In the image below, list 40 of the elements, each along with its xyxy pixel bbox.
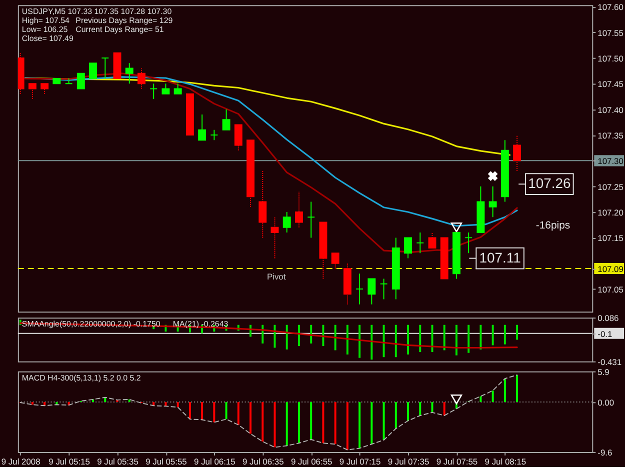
y-tick-label: 107.09 bbox=[598, 264, 624, 274]
x-tick-label: 9 Jul 06:55 bbox=[290, 456, 333, 466]
annotation: Low= 106.25 bbox=[22, 24, 68, 34]
y-tick-label: 107.30 bbox=[598, 156, 624, 166]
y-tick-label: -0.1 bbox=[598, 328, 612, 339]
y-tick-label: 5.9 bbox=[598, 366, 610, 377]
x-tick-label: 9 Jul 05:55 bbox=[146, 456, 188, 466]
y-tick-label: -9.6 bbox=[598, 447, 612, 458]
annotation: Previous Days Range= 129 bbox=[76, 16, 174, 26]
x-tick-label: 9 Jul 06:35 bbox=[242, 456, 284, 466]
y-tick-label: 107.55 bbox=[598, 28, 624, 38]
y-tick-label: 107.40 bbox=[598, 104, 624, 115]
x-tick-label: 9 Jul 05:15 bbox=[48, 456, 90, 466]
annotation: 107.26 bbox=[528, 175, 571, 192]
annotation: High= 107.54 bbox=[22, 16, 70, 26]
y-tick-label: 0.086 bbox=[598, 313, 620, 324]
x-tick-label: 9 Jul 07:35 bbox=[388, 456, 430, 466]
x-tick-label: 9 Jul 06:15 bbox=[194, 456, 236, 466]
y-tick-label: 107.35 bbox=[598, 130, 624, 140]
y-tick-label: 107.60 bbox=[598, 2, 624, 12]
y-tick-label: 107.15 bbox=[598, 233, 624, 244]
x-tick-label: 9 Jul 05:35 bbox=[97, 456, 139, 466]
y-tick-label: 0.00 bbox=[598, 398, 614, 408]
x-tick-label: 9 Jul 08:15 bbox=[484, 456, 526, 466]
x-tick-label: 9 Jul 07:15 bbox=[339, 456, 381, 466]
y-tick-label: 107.20 bbox=[598, 208, 624, 218]
annotation: Current Days Range= 51 bbox=[76, 24, 164, 34]
annotation: Close= 107.49 bbox=[22, 34, 74, 43]
y-tick-label: 107.45 bbox=[598, 79, 624, 90]
y-tick-label: -0.431 bbox=[598, 356, 622, 367]
ref-line-label: Pivot bbox=[266, 271, 286, 282]
x-tick-label: 9 Jul 2008 bbox=[1, 456, 41, 466]
chart-title: MACD H4-300(5,13,1) 5.2 0.0 5.2 bbox=[22, 373, 142, 382]
y-tick-label: 107.05 bbox=[598, 284, 624, 295]
annotation: 107.11 bbox=[479, 249, 522, 266]
annotation: -16pips bbox=[536, 220, 570, 232]
x-tick-label: 9 Jul 07:55 bbox=[436, 456, 478, 466]
chart-title: USDJPY,M5 107.33 107.35 107.28 107.30 bbox=[22, 7, 172, 16]
y-tick-label: 107.25 bbox=[598, 182, 624, 192]
y-tick-label: 107.50 bbox=[598, 53, 624, 64]
